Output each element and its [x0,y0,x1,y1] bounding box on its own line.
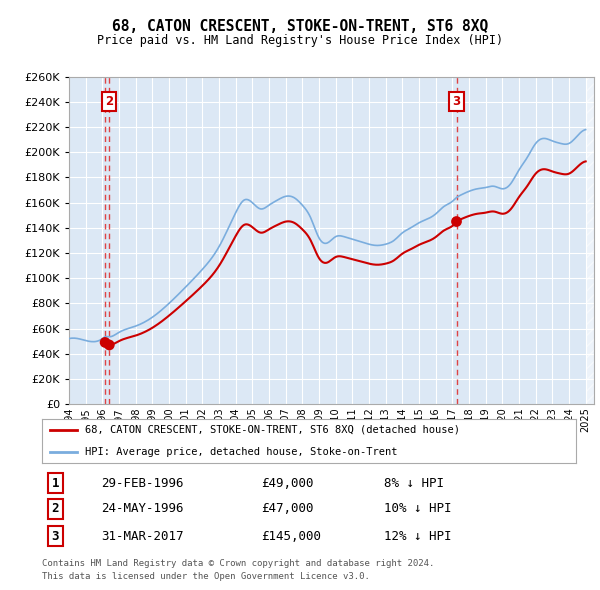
Text: 8% ↓ HPI: 8% ↓ HPI [384,477,444,490]
Text: £49,000: £49,000 [261,477,313,490]
Point [452,217,461,226]
Text: £47,000: £47,000 [261,502,313,516]
Bar [586,77,594,404]
Point [100,337,110,347]
Text: 2: 2 [52,502,59,516]
Text: £145,000: £145,000 [261,530,321,543]
Text: 3: 3 [452,96,461,109]
Text: HPI: Average price, detached house, Stoke-on-Trent: HPI: Average price, detached house, Stok… [85,447,397,457]
Text: 24-MAY-1996: 24-MAY-1996 [101,502,183,516]
Text: 68, CATON CRESCENT, STOKE-ON-TRENT, ST6 8XQ (detached house): 68, CATON CRESCENT, STOKE-ON-TRENT, ST6 … [85,425,460,435]
Text: 1: 1 [52,477,59,490]
Text: Contains HM Land Registry data © Crown copyright and database right 2024.: Contains HM Land Registry data © Crown c… [42,559,434,568]
Text: This data is licensed under the Open Government Licence v3.0.: This data is licensed under the Open Gov… [42,572,370,581]
Point [104,340,114,350]
Text: 68, CATON CRESCENT, STOKE-ON-TRENT, ST6 8XQ: 68, CATON CRESCENT, STOKE-ON-TRENT, ST6 … [112,19,488,34]
Text: 3: 3 [52,530,59,543]
Text: Price paid vs. HM Land Registry's House Price Index (HPI): Price paid vs. HM Land Registry's House … [97,34,503,47]
Text: 10% ↓ HPI: 10% ↓ HPI [384,502,451,516]
Text: 2: 2 [105,96,113,109]
Text: 12% ↓ HPI: 12% ↓ HPI [384,530,451,543]
Text: 29-FEB-1996: 29-FEB-1996 [101,477,183,490]
Text: 31-MAR-2017: 31-MAR-2017 [101,530,183,543]
